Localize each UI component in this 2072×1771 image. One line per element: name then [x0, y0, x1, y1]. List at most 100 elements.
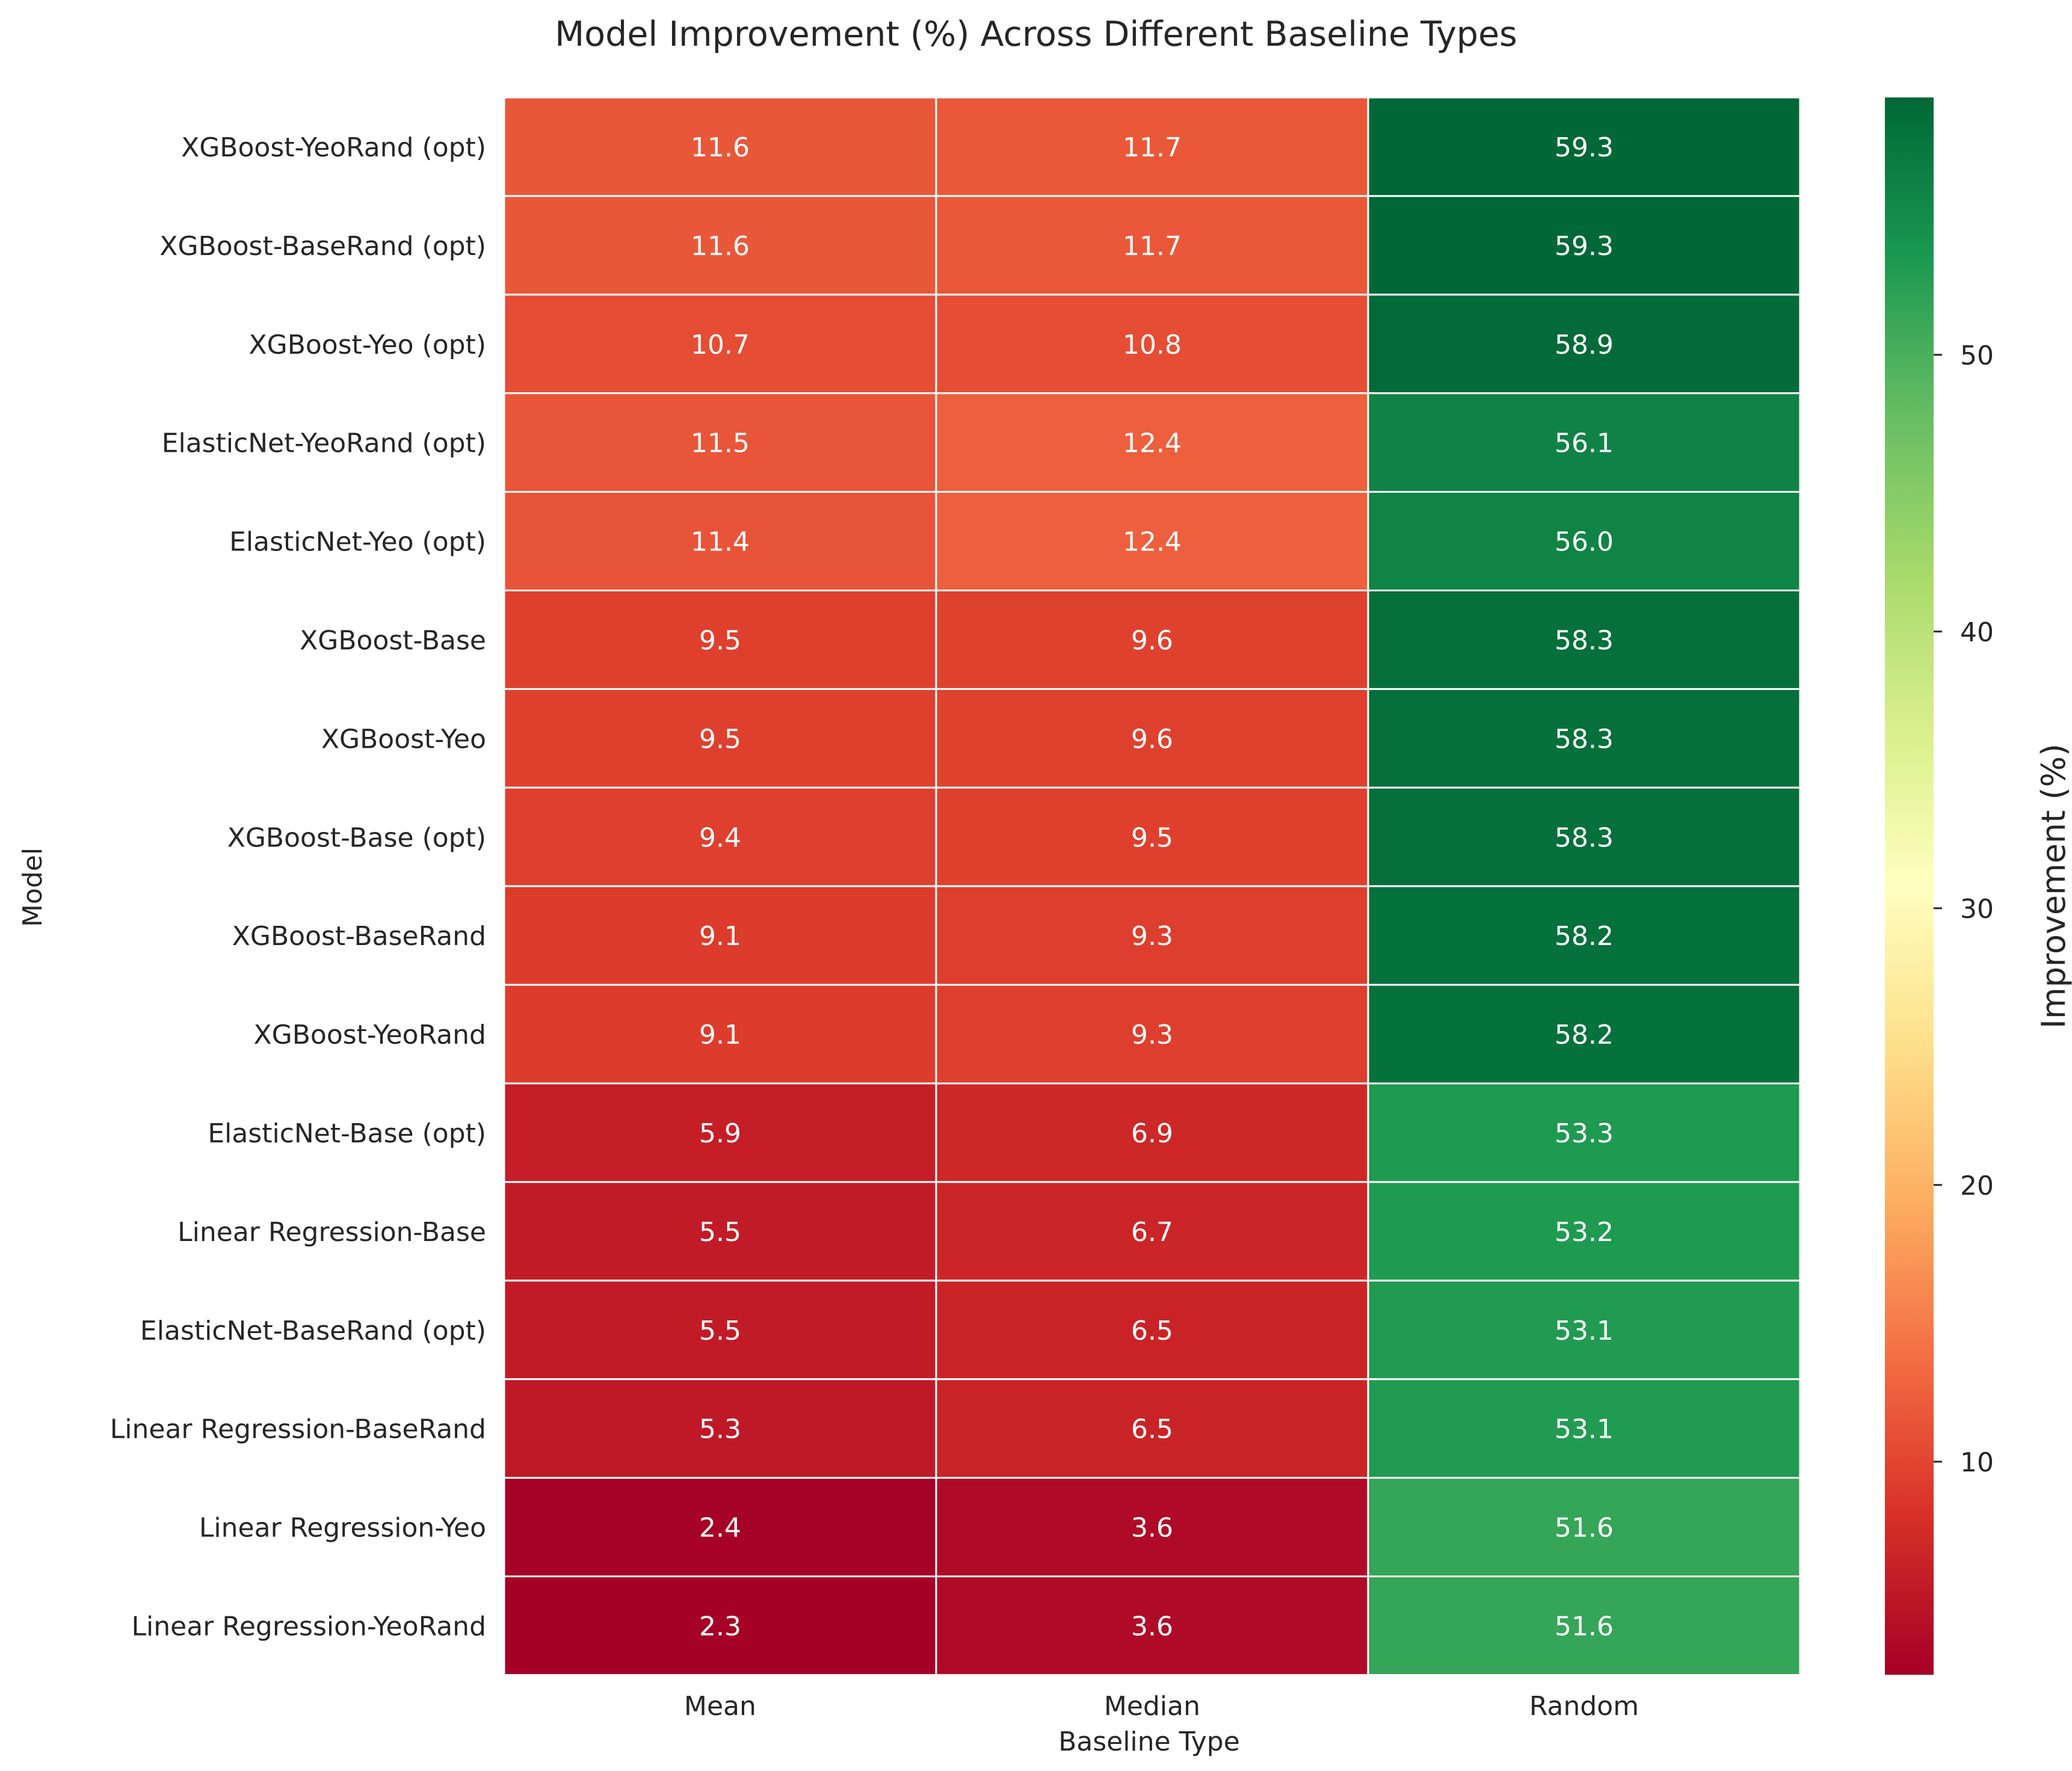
heatmap-cell [935, 984, 1369, 1085]
heatmap-cell [503, 392, 937, 493]
heatmap-cell [503, 195, 937, 296]
cell-value-label: 58.2 [1555, 921, 1614, 952]
cell-value-label: 11.6 [691, 132, 750, 163]
column-tick-labels: Mean Median Random [684, 1691, 1639, 1722]
heatmap-cell [1367, 96, 1801, 197]
cell-value-label: 9.3 [1131, 921, 1173, 952]
cell-value-label: 9.6 [1131, 724, 1173, 754]
cell-value-label: 58.9 [1555, 330, 1614, 360]
row-tick-label: ElasticNet-Base (opt) [208, 1118, 486, 1149]
heatmap-cell [1367, 294, 1801, 395]
heatmap-cell [1367, 1378, 1801, 1479]
cell-value-label: 58.3 [1555, 625, 1614, 656]
cell-value-label: 6.5 [1131, 1414, 1173, 1445]
heatmap-cell [935, 491, 1369, 591]
row-tick-label: XGBoost-Base [300, 625, 486, 656]
heatmap-cell [935, 590, 1369, 690]
cell-value-label: 10.8 [1123, 330, 1182, 360]
cell-value-label: 5.5 [699, 1316, 741, 1346]
heatmap-cell [935, 786, 1369, 887]
cell-value-label: 53.3 [1555, 1118, 1614, 1149]
heatmap-cell [935, 1378, 1369, 1479]
heatmap-cell [503, 885, 937, 986]
x-axis-label: Baseline Type [1058, 1726, 1240, 1757]
row-tick-label: Linear Regression-BaseRand [110, 1414, 486, 1445]
cell-value-label: 9.3 [1131, 1020, 1173, 1050]
heatmap-cell [503, 688, 937, 789]
colorbar [1885, 97, 1934, 1675]
cell-value-label: 6.5 [1131, 1316, 1173, 1346]
cell-value-label: 9.4 [699, 822, 741, 853]
colorbar-tick-label: 30 [1960, 894, 1994, 925]
cell-value-label: 59.3 [1555, 132, 1614, 163]
cell-value-label: 58.3 [1555, 724, 1614, 754]
cell-value-label: 56.1 [1555, 428, 1614, 459]
cell-value-label: 9.1 [699, 1020, 741, 1050]
column-tick-label: Random [1529, 1691, 1639, 1722]
heatmap-cell [1367, 984, 1801, 1085]
heatmap-cell [935, 1181, 1369, 1282]
cell-value-label: 11.7 [1123, 132, 1182, 163]
heatmap-cell [503, 294, 937, 395]
cell-value-label: 9.6 [1131, 625, 1173, 656]
column-tick-label: Mean [684, 1691, 756, 1722]
heatmap-cell [935, 96, 1369, 197]
colorbar-tick-label: 40 [1960, 617, 1994, 648]
cell-value-label: 2.3 [699, 1611, 741, 1642]
heatmap-cells [503, 96, 1801, 1676]
heatmap-cell [503, 1477, 937, 1578]
heatmap-cell [935, 688, 1369, 789]
colorbar-tick-label: 10 [1960, 1447, 1994, 1478]
cell-value-label: 53.2 [1555, 1217, 1614, 1248]
heatmap-cell [503, 1575, 937, 1676]
heatmap-cell [1367, 491, 1801, 591]
heatmap-cell [1367, 1082, 1801, 1183]
row-tick-label: XGBoost-Yeo [321, 724, 486, 754]
cell-value-label: 6.9 [1131, 1118, 1173, 1149]
heatmap-cell [1367, 1575, 1801, 1676]
row-tick-label: Linear Regression-Base [177, 1217, 486, 1248]
row-tick-label: Linear Regression-Yeo [199, 1513, 486, 1544]
heatmap-cell [503, 590, 937, 690]
colorbar-tick-label: 20 [1960, 1171, 1994, 1201]
heatmap-cell [935, 1477, 1369, 1578]
cell-value-label: 3.6 [1131, 1513, 1173, 1544]
heatmap-cell [1367, 1280, 1801, 1381]
cell-value-label: 51.6 [1555, 1513, 1614, 1544]
heatmap-cell [935, 294, 1369, 395]
cell-value-label: 9.5 [699, 724, 741, 754]
row-tick-label: XGBoost-BaseRand [232, 921, 486, 952]
row-tick-label: XGBoost-Yeo (opt) [248, 330, 486, 360]
cell-value-label: 3.6 [1131, 1611, 1173, 1642]
heatmap-cell [935, 1575, 1369, 1676]
row-tick-label: XGBoost-YeoRand [253, 1020, 486, 1050]
heatmap-cell [503, 491, 937, 591]
cell-value-label: 5.3 [699, 1414, 741, 1445]
row-tick-labels: XGBoost-YeoRand (opt) XGBoost-BaseRand (o… [110, 132, 486, 1642]
heatmap-cell [1367, 392, 1801, 493]
cell-value-label: 12.4 [1123, 428, 1182, 459]
heatmap-cell [503, 1181, 937, 1282]
heatmap-cell [935, 885, 1369, 986]
heatmap-cell [1367, 786, 1801, 887]
heatmap-cell [1367, 1181, 1801, 1282]
heatmap-cell [1367, 590, 1801, 690]
cell-value-label: 11.5 [691, 428, 750, 459]
cell-value-label: 11.6 [691, 231, 750, 262]
cell-value-label: 53.1 [1555, 1414, 1614, 1445]
colorbar-label: Improvement (%) [2035, 744, 2072, 1029]
row-tick-label: ElasticNet-BaseRand (opt) [140, 1316, 486, 1346]
heatmap-cell [935, 1280, 1369, 1381]
heatmap-cell [503, 96, 937, 197]
cell-value-label: 58.3 [1555, 822, 1614, 853]
cell-value-label: 11.4 [691, 527, 750, 558]
heatmap-cell [1367, 885, 1801, 986]
cell-value-label: 10.7 [691, 330, 750, 360]
cell-value-label: 9.5 [699, 625, 741, 656]
cell-value-labels: 11.6 11.7 59.3 11.6 11.7 59.3 10.7 10.8 58.9 11.5… [691, 132, 1614, 1642]
row-tick-label: XGBoost-YeoRand (opt) [181, 132, 486, 163]
cell-value-label: 9.5 [1131, 822, 1173, 853]
colorbar-ticks: 10 20 30 40 50 [1934, 340, 1994, 1478]
heatmap-cell [503, 786, 937, 887]
